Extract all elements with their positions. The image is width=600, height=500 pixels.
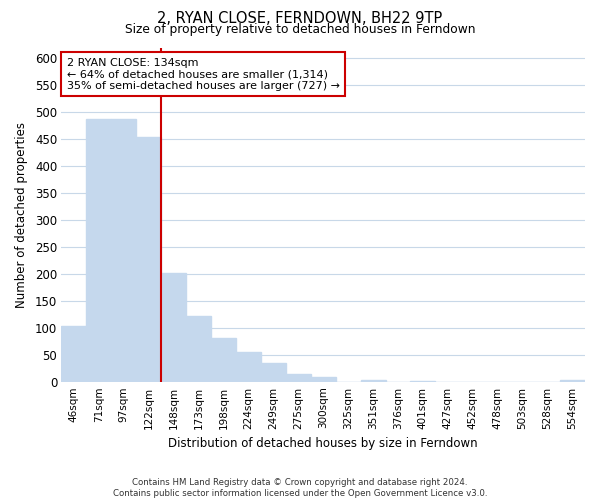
Bar [361, 380, 386, 382]
Text: Size of property relative to detached houses in Ferndown: Size of property relative to detached ho… [125, 22, 475, 36]
Bar [136, 136, 161, 382]
Text: 2 RYAN CLOSE: 134sqm
← 64% of detached houses are smaller (1,314)
35% of semi-de: 2 RYAN CLOSE: 134sqm ← 64% of detached h… [67, 58, 340, 90]
Bar [161, 274, 186, 382]
Bar [211, 338, 236, 382]
Bar [236, 352, 261, 382]
Bar [61, 326, 86, 382]
Bar [186, 316, 211, 382]
Bar [560, 380, 585, 382]
Bar [410, 381, 436, 382]
Bar [286, 374, 311, 382]
Bar [311, 377, 335, 382]
X-axis label: Distribution of detached houses by size in Ferndown: Distribution of detached houses by size … [169, 437, 478, 450]
Text: Contains HM Land Registry data © Crown copyright and database right 2024.
Contai: Contains HM Land Registry data © Crown c… [113, 478, 487, 498]
Bar [86, 119, 111, 382]
Y-axis label: Number of detached properties: Number of detached properties [15, 122, 28, 308]
Text: 2, RYAN CLOSE, FERNDOWN, BH22 9TP: 2, RYAN CLOSE, FERNDOWN, BH22 9TP [157, 11, 443, 26]
Bar [111, 119, 136, 382]
Bar [261, 364, 286, 382]
